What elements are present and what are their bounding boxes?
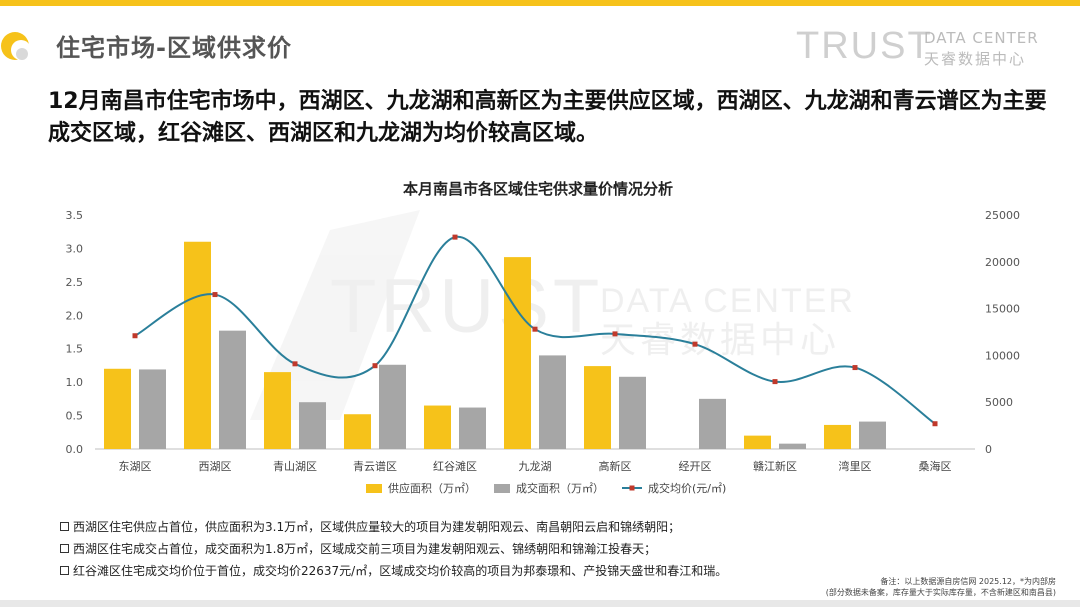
deal-bar <box>299 402 326 449</box>
y-right-tick-label: 25000 <box>985 209 1020 222</box>
price-marker <box>692 341 698 347</box>
deal-bar <box>379 364 406 449</box>
deal-bar <box>139 369 166 449</box>
brand-data-center-text: DATA CENTER <box>924 29 1039 47</box>
y-right-tick-label: 20000 <box>985 256 1020 269</box>
watermark-arrow-shape <box>250 210 420 420</box>
legend-deal-swatch <box>494 484 510 493</box>
plot-area: 0.0 0.5 1.0 1.5 2.0 2.5 3.0 3.5 0 5000 10000 15000 2… <box>66 209 1021 495</box>
x-tick-label: 青山湖区 <box>273 460 317 473</box>
legend-supply-swatch <box>366 484 382 493</box>
footnote: 备注：以上数据源自房信网 2025.12，*为内部房 (部分数据未备案，库存量大… <box>796 576 1056 598</box>
watermark-data-center: DATA CENTER <box>600 282 855 320</box>
supply-bar <box>184 241 211 449</box>
supply-demand-price-chart: TRUST DATA CENTER 天睿数据中心 本月南昌市各区域住宅供求量价情… <box>66 180 1021 495</box>
supply-bar <box>824 424 851 449</box>
note-text: 西湖区住宅供应占首位，供应面积为3.1万㎡，区域供应量较大的项目为建发朝阳观云、… <box>73 520 681 534</box>
deal-bar <box>619 376 646 449</box>
x-tick-label: 九龙湖 <box>519 460 552 473</box>
checkbox-bullet-icon <box>60 566 69 575</box>
price-marker <box>292 361 298 367</box>
legend-price-label: 成交均价(元/㎡) <box>648 481 726 495</box>
price-marker <box>132 333 138 339</box>
y-left-tick-label: 1.5 <box>66 343 84 356</box>
x-tick-label: 西湖区 <box>199 460 232 473</box>
supply-bar <box>104 368 131 449</box>
x-tick-label: 湾里区 <box>839 459 872 473</box>
legend-deal-label: 成交面积（万㎡） <box>516 481 604 495</box>
x-tick-label: 东湖区 <box>119 460 152 473</box>
note-item: 红谷滩区住宅成交均价位于首位，成交均价22637元/㎡，区域成交均价较高的项目为… <box>60 560 840 582</box>
price-marker <box>452 234 458 240</box>
x-tick-label: 赣江新区 <box>753 459 797 473</box>
supply-bar <box>744 435 771 449</box>
legend-price-marker <box>629 485 635 491</box>
price-marker <box>772 379 778 385</box>
y-right-tick-label: 5000 <box>985 396 1013 409</box>
footnote-line: (部分数据未备案，库存量大于实际库存量，不含新建区和南昌县) <box>825 588 1056 597</box>
price-marker <box>932 421 938 427</box>
summary-text: 12月南昌市住宅市场中，西湖区、九龙湖和高新区为主要供应区域，西湖区、九龙湖和青… <box>48 89 1047 146</box>
price-marker <box>852 365 858 371</box>
notes-list: 西湖区住宅供应占首位，供应面积为3.1万㎡，区域供应量较大的项目为建发朝阳观云、… <box>60 516 840 582</box>
note-item: 西湖区住宅成交占首位，成交面积为1.8万㎡，区域成交前三项目为建发朝阳观云、锦绣… <box>60 538 840 560</box>
top-accent-bar <box>0 0 1080 6</box>
y-left-tick-label: 2.5 <box>66 276 84 289</box>
x-tick-label: 桑海区 <box>919 459 952 473</box>
y-left-tick-label: 3.5 <box>66 209 84 222</box>
x-tick-label: 青云谱区 <box>353 459 397 473</box>
logo-icon <box>1 32 31 60</box>
y-right-tick-label: 10000 <box>985 349 1020 362</box>
page-title: 住宅市场-区域供求价 <box>56 34 292 62</box>
note-text: 西湖区住宅成交占首位，成交面积为1.8万㎡，区域成交前三项目为建发朝阳观云、锦绣… <box>73 542 657 556</box>
legend-supply-label: 供应面积（万㎡） <box>388 481 476 495</box>
deal-bar <box>859 421 886 449</box>
deal-bar <box>779 443 806 449</box>
note-item: 西湖区住宅供应占首位，供应面积为3.1万㎡，区域供应量较大的项目为建发朝阳观云、… <box>60 516 840 538</box>
y-left-tick-label: 0.5 <box>66 410 84 423</box>
price-marker <box>212 292 218 298</box>
bottom-bar <box>0 600 1080 607</box>
supply-bar <box>344 414 371 449</box>
brand-trust-text: TRUST <box>796 25 933 67</box>
y-left-tick-label: 0.0 <box>66 443 84 456</box>
brand-chinese-text: 天睿数据中心 <box>924 50 1027 68</box>
deal-bar <box>699 398 726 449</box>
brand-logo: TRUST DATA CENTER 天睿数据中心 <box>796 26 1046 72</box>
x-tick-label: 经开区 <box>679 460 712 473</box>
price-marker <box>372 363 378 369</box>
y-left-tick-label: 2.0 <box>66 309 84 322</box>
supply-bar <box>584 366 611 449</box>
y-right-tick-label: 0 <box>985 443 992 456</box>
y-right-tick-label: 15000 <box>985 303 1020 316</box>
footnote-line: 备注：以上数据源自房信网 2025.12，*为内部房 <box>880 577 1056 586</box>
chart-title: 本月南昌市各区域住宅供求量价情况分析 <box>403 180 673 198</box>
note-text: 红谷滩区住宅成交均价位于首位，成交均价22637元/㎡，区域成交均价较高的项目为… <box>73 564 728 578</box>
price-marker <box>532 326 538 332</box>
x-tick-label: 红谷滩区 <box>433 459 477 473</box>
supply-bar <box>264 372 291 449</box>
watermark: TRUST DATA CENTER 天睿数据中心 <box>250 210 855 420</box>
checkbox-bullet-icon <box>60 522 69 531</box>
x-tick-label: 高新区 <box>599 459 632 473</box>
watermark-trust: TRUST <box>330 264 603 349</box>
checkbox-bullet-icon <box>60 544 69 553</box>
deal-bar <box>459 407 486 449</box>
supply-bar <box>504 257 531 449</box>
y-left-tick-label: 3.0 <box>66 242 84 255</box>
price-marker <box>612 331 618 337</box>
deal-bar <box>219 330 246 449</box>
price-line <box>134 236 936 425</box>
supply-bar <box>424 405 451 449</box>
y-left-tick-label: 1.0 <box>66 376 84 389</box>
deal-bar <box>539 355 566 449</box>
